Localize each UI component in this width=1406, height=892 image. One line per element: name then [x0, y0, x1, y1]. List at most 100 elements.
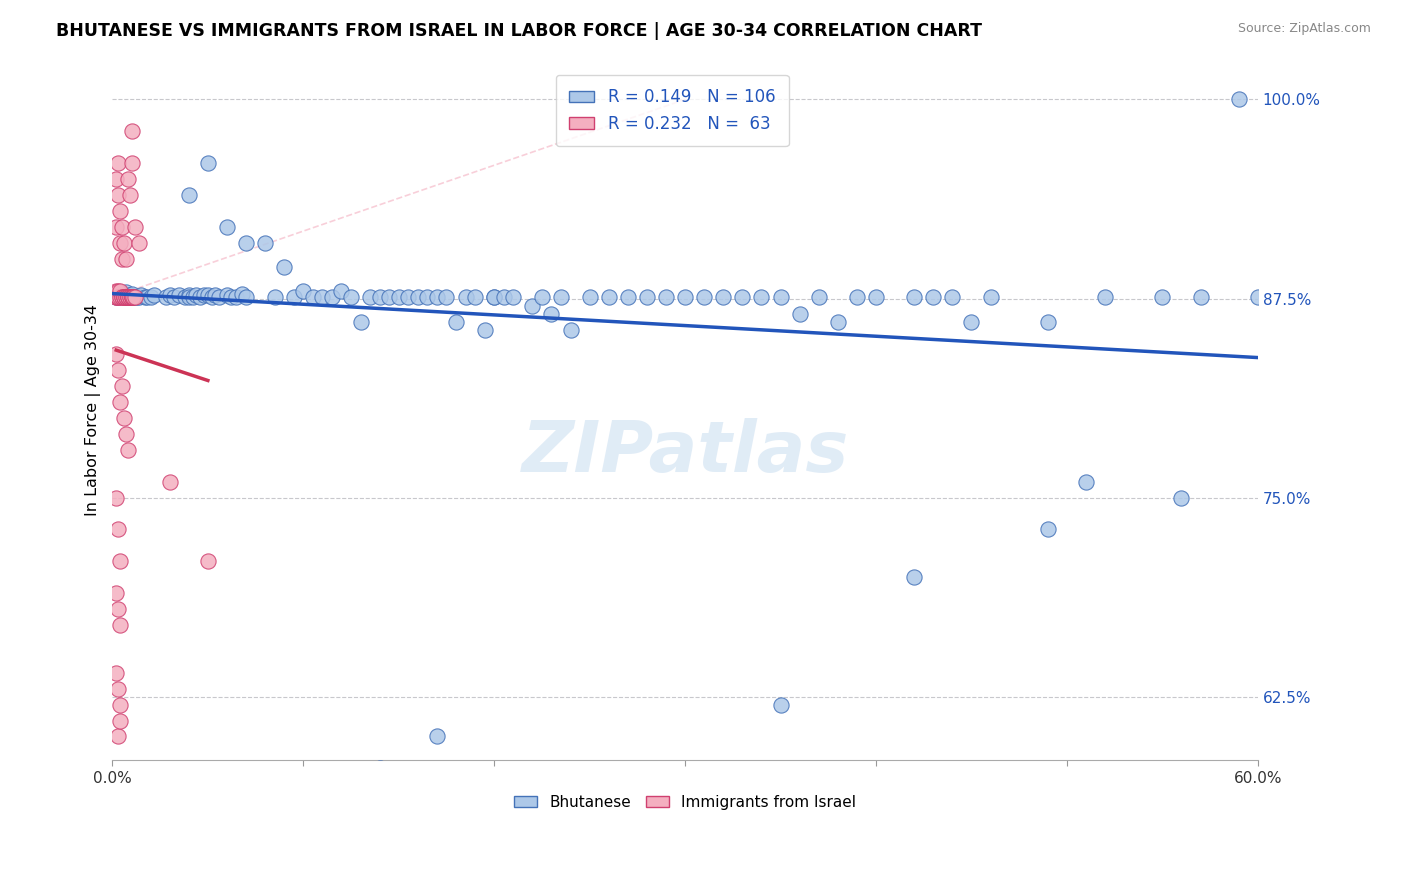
Point [492, 290, 515, 304]
Text: ZIPatlas: ZIPatlas [522, 417, 849, 486]
Point [1247, 290, 1270, 304]
Point [201, 290, 224, 304]
Point [711, 290, 734, 304]
Point [107, 290, 129, 304]
Point [105, 347, 128, 361]
Point [193, 288, 215, 302]
Point [769, 290, 792, 304]
Point [108, 290, 131, 304]
Point [112, 290, 135, 304]
Point [108, 203, 131, 218]
Point [188, 290, 211, 304]
Point [155, 290, 177, 304]
Point [105, 586, 128, 600]
Point [105, 491, 128, 505]
Point [162, 290, 184, 304]
Point [340, 290, 363, 304]
Point [693, 290, 716, 304]
Point [186, 288, 208, 302]
Point [108, 395, 131, 409]
Point [159, 475, 181, 489]
Point [159, 288, 181, 302]
Point [177, 288, 200, 302]
Point [530, 290, 553, 304]
Point [598, 290, 620, 304]
Point [127, 290, 149, 304]
Point [139, 290, 162, 304]
Point [416, 290, 439, 304]
Point [105, 172, 128, 186]
Point [235, 235, 257, 250]
Point [1094, 290, 1116, 304]
Text: Source: ZipAtlas.com: Source: ZipAtlas.com [1237, 22, 1371, 36]
Point [111, 290, 134, 304]
Point [454, 290, 477, 304]
Point [107, 602, 129, 616]
Point [617, 290, 640, 304]
Point [208, 290, 231, 304]
Point [960, 315, 983, 329]
Point [396, 290, 419, 304]
Point [177, 188, 200, 202]
Point [1170, 491, 1192, 505]
Point [263, 290, 285, 304]
Point [751, 290, 773, 304]
Point [105, 290, 128, 304]
Point [1227, 92, 1250, 106]
Point [117, 442, 139, 457]
Point [502, 290, 524, 304]
Point [107, 290, 129, 304]
Point [283, 290, 305, 304]
Point [121, 290, 143, 304]
Point [1036, 523, 1059, 537]
Point [789, 308, 811, 322]
Point [197, 554, 219, 568]
Point [108, 714, 131, 728]
Point [655, 290, 678, 304]
Point [219, 290, 242, 304]
Point [111, 219, 134, 234]
Point [114, 290, 136, 304]
Point [436, 290, 458, 304]
Point [215, 219, 238, 234]
Point [114, 285, 136, 300]
Point [225, 290, 247, 304]
Point [121, 156, 143, 170]
Point [378, 290, 401, 304]
Point [107, 730, 129, 744]
Point [1152, 290, 1174, 304]
Point [769, 698, 792, 712]
Point [444, 315, 467, 329]
Point [107, 284, 129, 298]
Point [112, 286, 135, 301]
Point [143, 288, 166, 302]
Point [134, 290, 156, 304]
Point [181, 290, 204, 304]
Point [484, 290, 506, 304]
Point [122, 290, 145, 304]
Point [254, 235, 277, 250]
Legend: Bhutanese, Immigrants from Israel: Bhutanese, Immigrants from Israel [508, 789, 862, 816]
Point [105, 219, 128, 234]
Point [426, 290, 449, 304]
Point [108, 235, 131, 250]
Point [474, 323, 496, 337]
Point [124, 290, 146, 304]
Point [118, 290, 141, 304]
Point [578, 290, 600, 304]
Point [231, 286, 253, 301]
Point [112, 411, 135, 425]
Point [121, 290, 143, 304]
Point [197, 156, 219, 170]
Text: BHUTANESE VS IMMIGRANTS FROM ISRAEL IN LABOR FORCE | AGE 30-34 CORRELATION CHART: BHUTANESE VS IMMIGRANTS FROM ISRAEL IN L… [56, 22, 983, 40]
Point [108, 284, 131, 298]
Point [845, 290, 868, 304]
Point [114, 426, 136, 441]
Point [122, 290, 145, 304]
Point [302, 290, 325, 304]
Point [112, 290, 135, 304]
Point [330, 284, 353, 298]
Point [1189, 290, 1212, 304]
Point [464, 290, 486, 304]
Point [108, 618, 131, 632]
